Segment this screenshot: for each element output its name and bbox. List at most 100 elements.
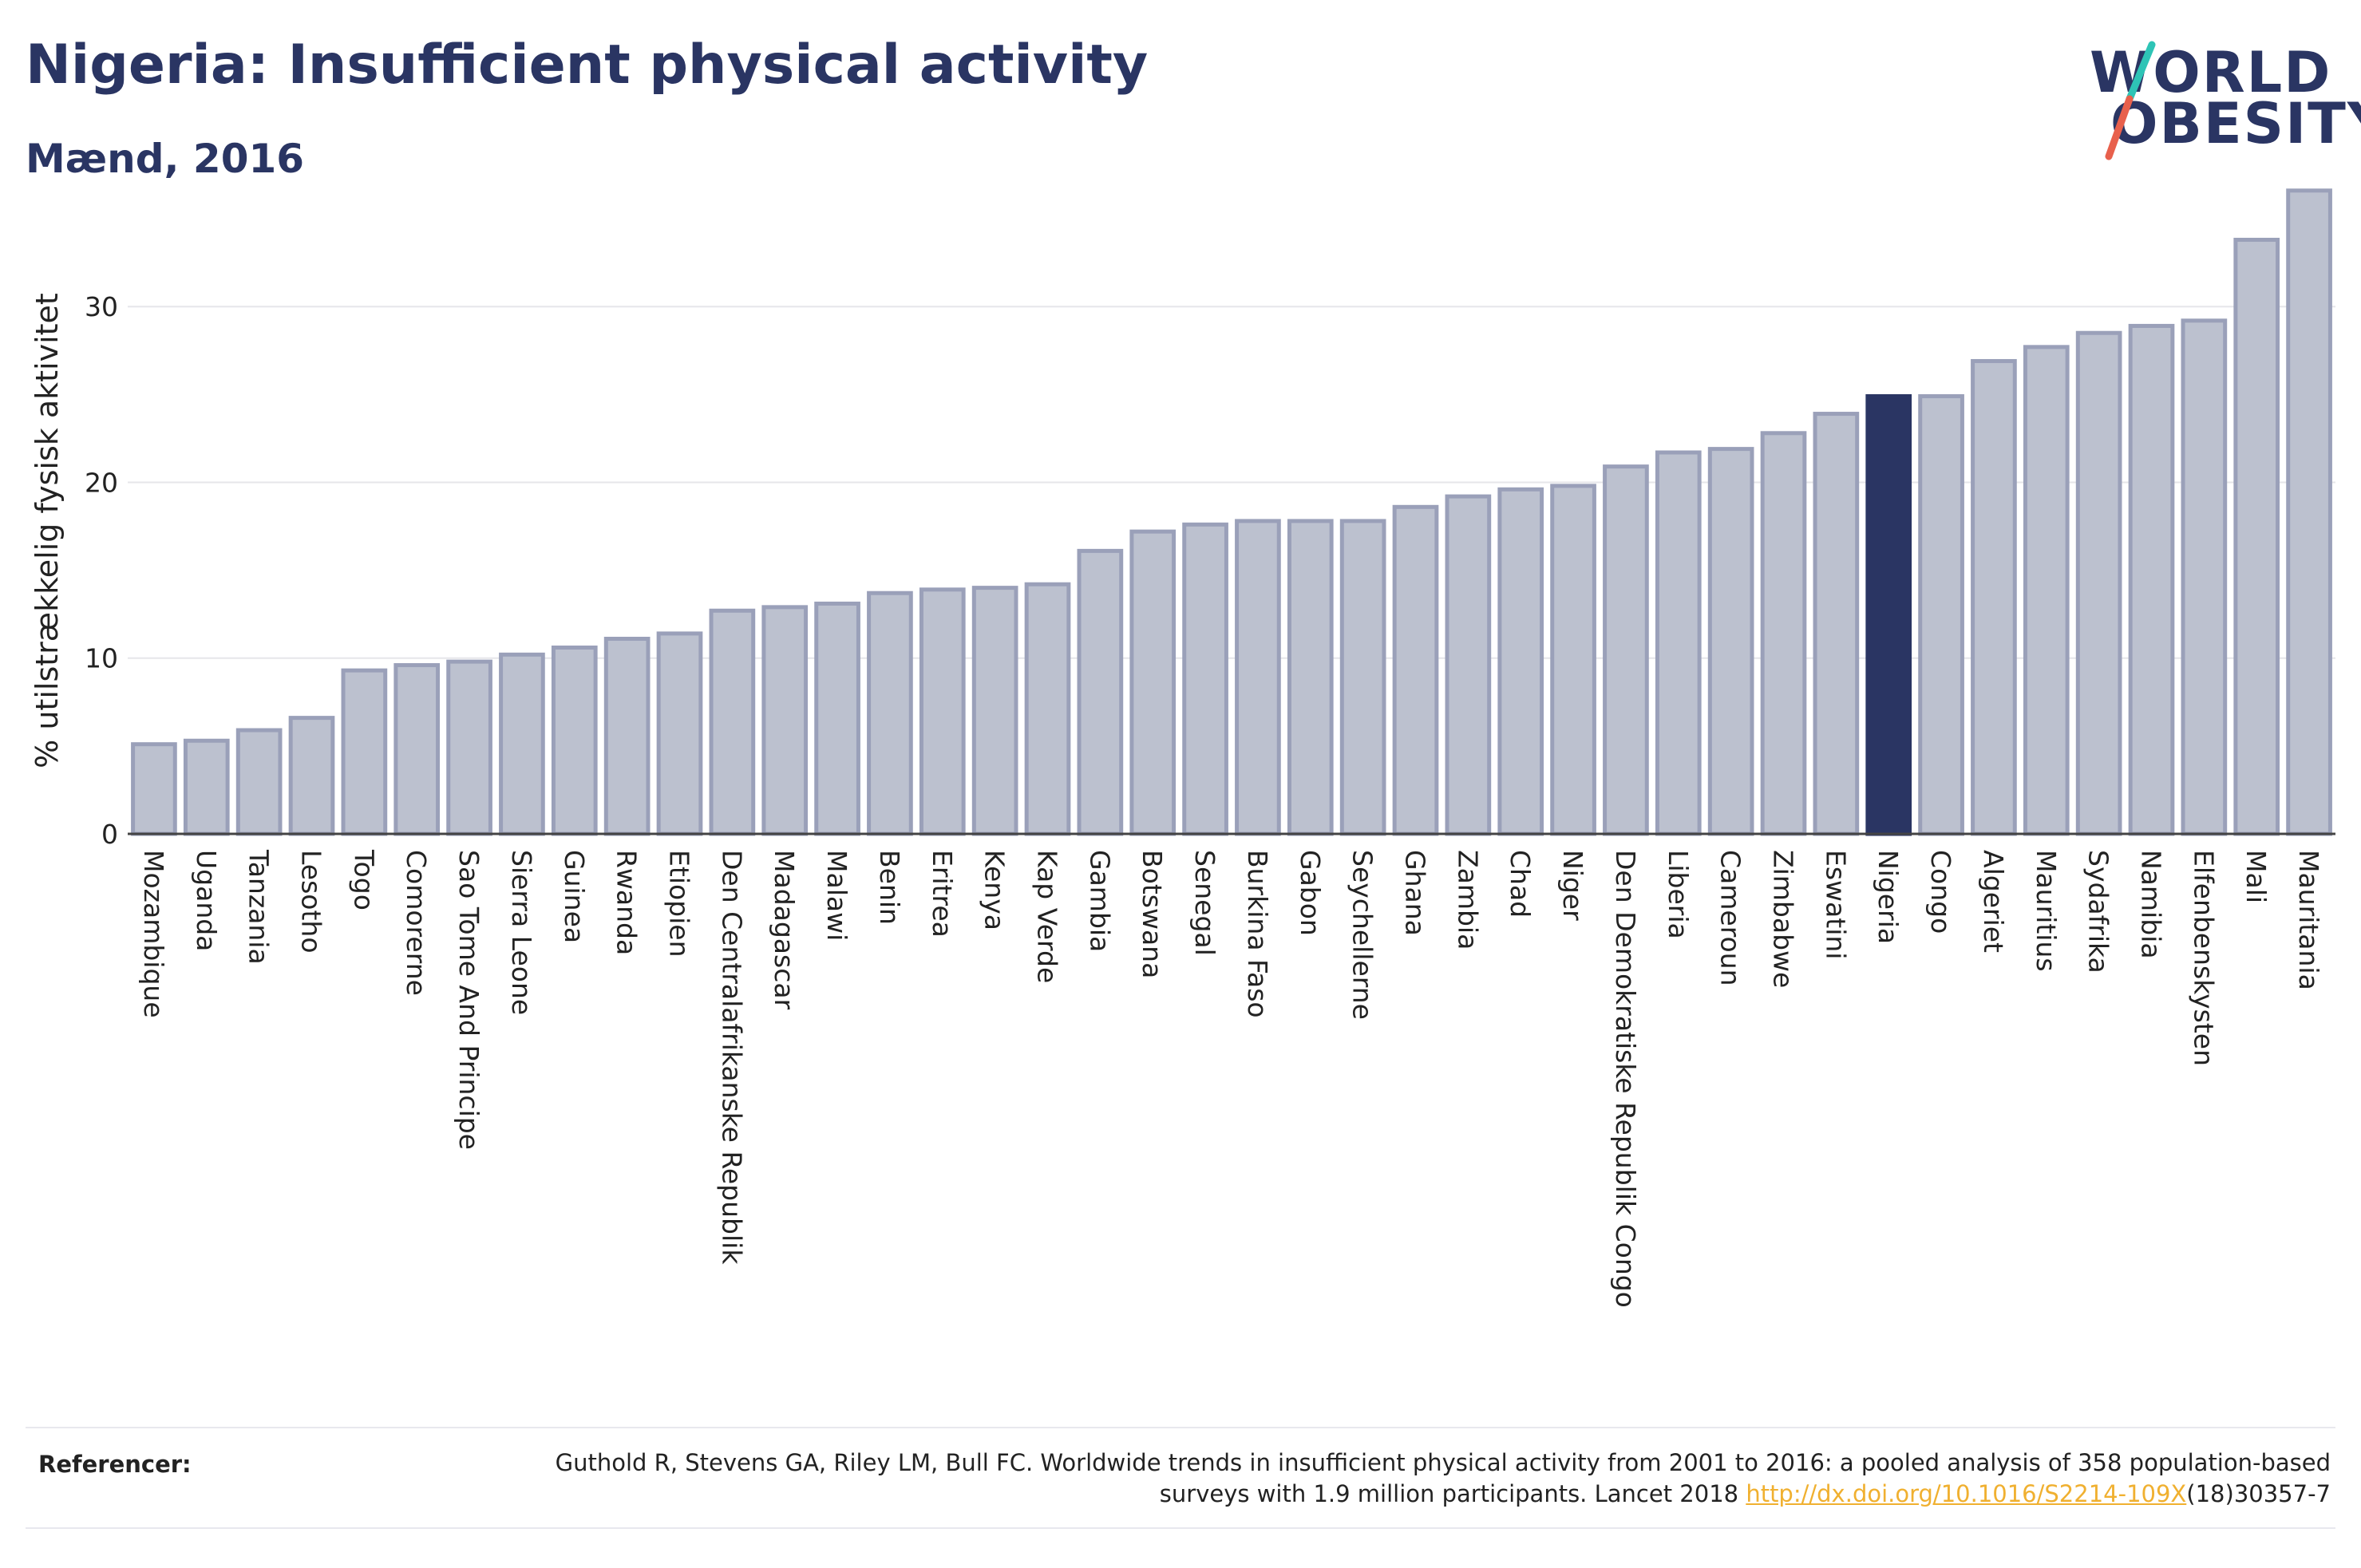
- x-category-label: Niger: [1557, 850, 1588, 921]
- x-axis-labels: Mozambique Uganda Tanzania Lesotho Togo Comor…: [138, 849, 2324, 1308]
- bar: [1235, 519, 1281, 836]
- x-category-label: Sydafrika: [2083, 850, 2114, 974]
- bar-chart: 0 10 20 30 Mozambique Uganda Tanzania Lesotho T…: [30, 188, 2335, 1308]
- x-category-label: Comorerne: [401, 850, 432, 996]
- x-category-label: Kenya: [979, 850, 1010, 930]
- chart-subtitle: Mænd, 2016: [26, 136, 305, 182]
- bar: [1655, 450, 1702, 836]
- references-text: Guthold R, Stevens GA, Riley LM, Bull FC…: [543, 1448, 2331, 1510]
- x-category-label: Zambia: [1452, 850, 1483, 950]
- x-category-label: Senegal: [1189, 850, 1220, 956]
- bar: [183, 738, 230, 836]
- bar: [1813, 412, 1860, 836]
- bar: [603, 637, 651, 836]
- bar: [2075, 330, 2122, 836]
- x-category-label: Liberia: [1663, 850, 1694, 939]
- bar: [814, 601, 860, 836]
- bar: [2128, 323, 2175, 836]
- bar: [2181, 318, 2228, 836]
- bar: [1550, 484, 1596, 836]
- bar: [551, 646, 598, 836]
- x-category-label: Sao Tome And Principe: [453, 850, 484, 1150]
- x-category-label: Elfenbenskysten: [2188, 850, 2219, 1066]
- x-category-label: Algeriet: [1978, 850, 2009, 953]
- bar: [1603, 464, 1649, 836]
- bars: [128, 188, 2335, 836]
- x-category-label: Sierra Leone: [506, 850, 537, 1015]
- x-category-label: Congo: [1925, 850, 1956, 934]
- bar: [867, 590, 913, 836]
- x-category-label: Ghana: [1400, 850, 1431, 936]
- x-category-label: Mozambique: [138, 850, 169, 1018]
- bar: [919, 587, 966, 836]
- x-category-label: Mauritania: [2293, 850, 2324, 990]
- chart-title: Nigeria: Insufficient physical activity: [26, 34, 1149, 97]
- x-category-label: Zimbabwe: [1768, 850, 1799, 988]
- x-category-label: Seychellerne: [1347, 850, 1378, 1020]
- bar: [2233, 237, 2280, 836]
- logo-line-2: OBESITY: [2110, 91, 2361, 156]
- x-category-label: Namibia: [2136, 850, 2167, 959]
- y-tick-label: 30: [85, 291, 118, 322]
- x-category-label: Togo: [348, 849, 379, 910]
- bar: [1182, 522, 1228, 836]
- references-label: Referencer:: [38, 1451, 192, 1478]
- x-category-label: Den Demokratiske Republik Congo: [1610, 850, 1641, 1308]
- world-obesity-logo: WORLD OBESITY: [2075, 40, 2361, 168]
- gridlines: [128, 306, 2335, 659]
- bar: [446, 659, 492, 836]
- bar: [341, 668, 388, 836]
- x-category-label: Malawi: [821, 850, 852, 941]
- bar: [394, 663, 441, 836]
- x-category-label: Eswatini: [1820, 850, 1851, 959]
- bar: [761, 605, 809, 836]
- logo-slash-icon: [2105, 41, 2156, 160]
- x-category-label: Madagascar: [769, 850, 800, 1010]
- bar: [709, 608, 756, 836]
- bar: [971, 586, 1018, 836]
- x-category-label: Benin: [874, 850, 905, 925]
- x-category-label: Mali: [2240, 850, 2272, 903]
- x-category-label: Eritrea: [927, 850, 958, 938]
- x-category-label: Chad: [1505, 850, 1536, 918]
- bar: [235, 728, 283, 836]
- x-category-label: Uganda: [191, 850, 222, 951]
- bar: [1971, 358, 2017, 836]
- bar: [1707, 447, 1754, 836]
- bar: [1392, 504, 1439, 836]
- x-category-label: Nigeria: [1873, 850, 1904, 944]
- x-category-label: Gambia: [1084, 850, 1115, 952]
- bar: [1287, 519, 1334, 836]
- bar: [1339, 519, 1386, 836]
- bar: [2023, 345, 2070, 836]
- bar: [1497, 487, 1544, 836]
- x-category-label: Mauritius: [2031, 850, 2062, 972]
- y-axis-ticks: 0 10 20 30: [85, 291, 118, 850]
- reference-citation-suffix: (18)30357-7: [2186, 1480, 2331, 1508]
- x-category-label: Guinea: [559, 850, 590, 943]
- x-category-label: Lesotho: [296, 850, 327, 954]
- x-category-label: Botswana: [1137, 850, 1168, 978]
- x-category-label: Cameroun: [1715, 850, 1746, 986]
- bar: [1024, 582, 1071, 836]
- y-axis-label: % utilstrækkelig fysisk aktivitet: [30, 293, 65, 768]
- bar: [656, 631, 703, 836]
- reference-doi-link[interactable]: http://dx.doi.org/10.1016/S2214-109X: [1746, 1480, 2187, 1508]
- references-section: Referencer: Guthold R, Stevens GA, Riley…: [26, 1427, 2335, 1529]
- bar: [1077, 548, 1124, 836]
- bar: [131, 742, 177, 836]
- reference-citation: Guthold R, Stevens GA, Riley LM, Bull FC…: [555, 1449, 2331, 1508]
- bar: [288, 716, 335, 836]
- bar: [1760, 431, 1807, 836]
- bar: [1129, 529, 1177, 836]
- x-category-label: Tanzania: [243, 849, 275, 965]
- bar: [1918, 394, 1964, 836]
- y-tick-label: 10: [85, 643, 118, 674]
- bar: [1445, 494, 1492, 836]
- bar: [499, 652, 545, 836]
- x-category-label: Kap Verde: [1032, 850, 1063, 983]
- bar: [2286, 188, 2332, 836]
- x-category-label: Rwanda: [611, 850, 643, 955]
- bar-highlighted: [1865, 394, 1912, 836]
- x-category-label: Burkina Faso: [1242, 850, 1273, 1018]
